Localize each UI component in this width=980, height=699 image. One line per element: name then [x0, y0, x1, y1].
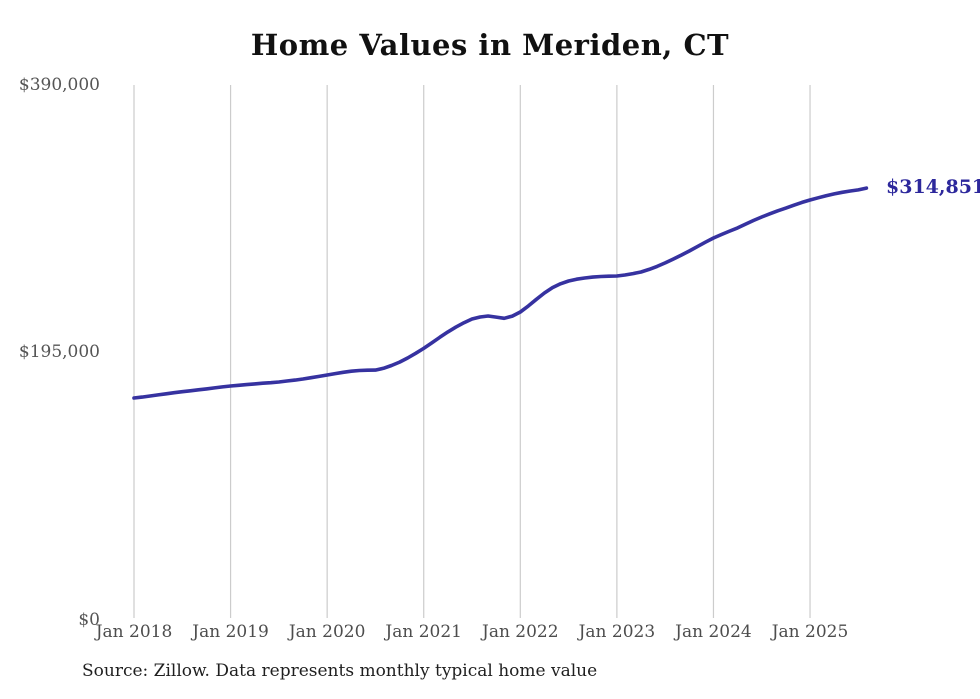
x-tick-label: Jan 2021 — [385, 622, 462, 642]
x-tick-label: Jan 2024 — [675, 622, 752, 642]
x-tick-label: Jan 2023 — [578, 622, 656, 642]
y-tick-label-0: $0 — [78, 610, 100, 630]
x-tick-label: Jan 2025 — [771, 622, 849, 642]
x-tick-label: Jan 2022 — [482, 622, 559, 642]
x-tick-label: Jan 2018 — [95, 622, 173, 642]
source-note: Source: Zillow. Data represents monthly … — [82, 661, 598, 681]
y-tick-label-390000: $390,000 — [18, 75, 100, 95]
home-value-series-line — [132, 186, 869, 400]
x-tick-label: Jan 2019 — [192, 622, 269, 642]
x-tick-label: Jan 2020 — [288, 622, 366, 642]
chart-title: Home Values in Meriden, CT — [250, 28, 730, 62]
y-tick-label-195000: $195,000 — [18, 342, 100, 362]
latest-value-label: $314,851 — [886, 176, 980, 198]
